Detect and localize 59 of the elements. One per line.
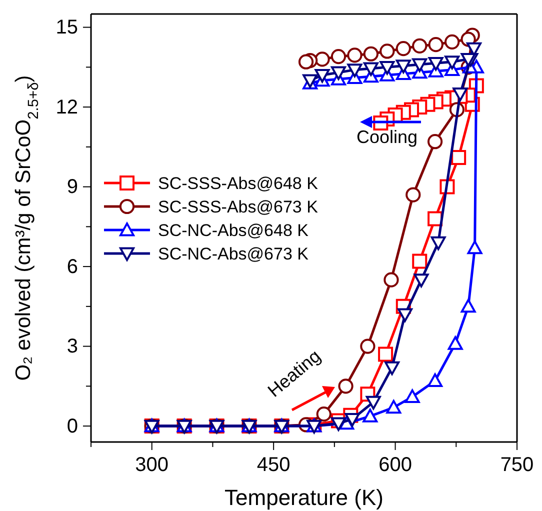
point [347, 48, 362, 63]
y-tick-label: 0 [66, 415, 78, 438]
point [366, 396, 381, 410]
legend-label: SC-SSS-Abs@648 K [158, 174, 319, 193]
point [451, 150, 466, 166]
x-axis-title: Temperature (K) [224, 485, 384, 510]
point [460, 298, 476, 313]
point [428, 373, 443, 388]
point [430, 236, 446, 250]
point [378, 346, 394, 362]
point [396, 60, 411, 74]
point [380, 44, 395, 59]
point [360, 338, 376, 354]
point [363, 62, 378, 76]
point [362, 408, 378, 422]
y-tick-label: 12 [56, 96, 78, 118]
point [467, 240, 482, 254]
x-tick-label: 300 [135, 454, 169, 476]
point [396, 41, 411, 56]
point [406, 187, 421, 202]
point [428, 56, 444, 71]
x-tick-label: 750 [500, 454, 534, 476]
point [314, 68, 330, 83]
y-tick-label: 6 [66, 256, 78, 278]
legend-label: SC-SSS-Abs@673 K [158, 198, 319, 216]
point [386, 400, 402, 414]
point [398, 308, 413, 322]
point [380, 60, 395, 75]
point [412, 58, 428, 72]
x-tick-label: 450 [256, 454, 290, 476]
point [363, 46, 379, 62]
point [338, 378, 354, 394]
point [414, 274, 429, 288]
point [428, 37, 444, 52]
y-tick-label: 9 [66, 176, 78, 198]
point [444, 34, 460, 50]
point [330, 48, 346, 64]
point [347, 64, 362, 78]
y-tick-label: 3 [66, 336, 78, 358]
point [384, 361, 400, 376]
point [330, 66, 346, 80]
point [444, 56, 460, 70]
point [404, 389, 420, 404]
annotation: Cooling [356, 127, 418, 147]
point [384, 272, 399, 288]
legend-label: SC-NC-Abs@648 K [158, 221, 310, 240]
point [460, 52, 476, 67]
point [314, 52, 330, 67]
x-tick-label: 600 [378, 454, 412, 476]
legend-label: SC-NC-Abs@673 K [158, 244, 310, 264]
point [330, 417, 346, 431]
point [412, 38, 428, 54]
point [412, 254, 428, 269]
point [316, 406, 332, 422]
point [344, 412, 360, 427]
y-tick-label: 15 [56, 16, 78, 39]
point [427, 134, 443, 150]
point [448, 336, 463, 350]
point [298, 54, 314, 70]
